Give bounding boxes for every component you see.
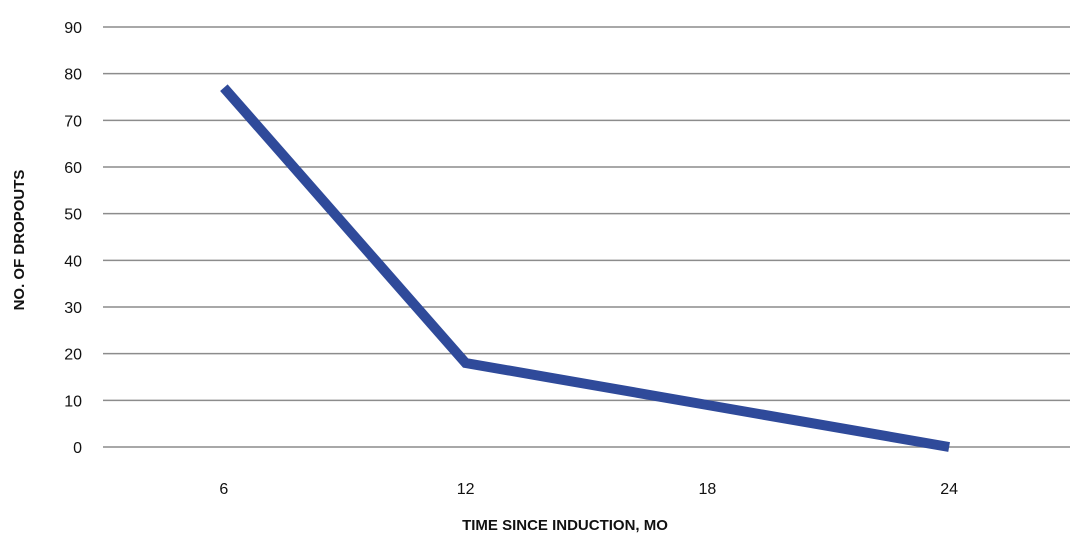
y-axis-tick-labels: 0 10 20 30 40 50 60 70 80 90 bbox=[64, 20, 82, 457]
x-tick-label: 12 bbox=[457, 481, 475, 498]
y-tick-label: 20 bbox=[64, 347, 82, 364]
x-tick-label: 6 bbox=[219, 481, 228, 498]
y-tick-label: 10 bbox=[64, 393, 82, 410]
y-tick-label: 60 bbox=[64, 160, 82, 177]
y-tick-label: 30 bbox=[64, 300, 82, 317]
x-axis-title: TIME SINCE INDUCTION, MO bbox=[462, 517, 668, 534]
y-tick-label: 70 bbox=[64, 113, 82, 130]
series-line-0 bbox=[220, 84, 950, 452]
gridlines bbox=[103, 26, 1070, 448]
y-tick-label: 0 bbox=[73, 440, 82, 457]
y-tick-label: 90 bbox=[64, 20, 82, 37]
x-tick-label: 24 bbox=[940, 481, 958, 498]
x-tick-label: 18 bbox=[698, 481, 716, 498]
y-axis-title: NO. OF DROPOUTS bbox=[11, 170, 28, 311]
series-layer bbox=[220, 84, 950, 452]
x-axis-tick-labels: 6 12 18 24 bbox=[219, 481, 958, 498]
y-tick-label: 40 bbox=[64, 253, 82, 270]
y-tick-label: 80 bbox=[64, 67, 82, 84]
y-tick-label: 50 bbox=[64, 207, 82, 224]
